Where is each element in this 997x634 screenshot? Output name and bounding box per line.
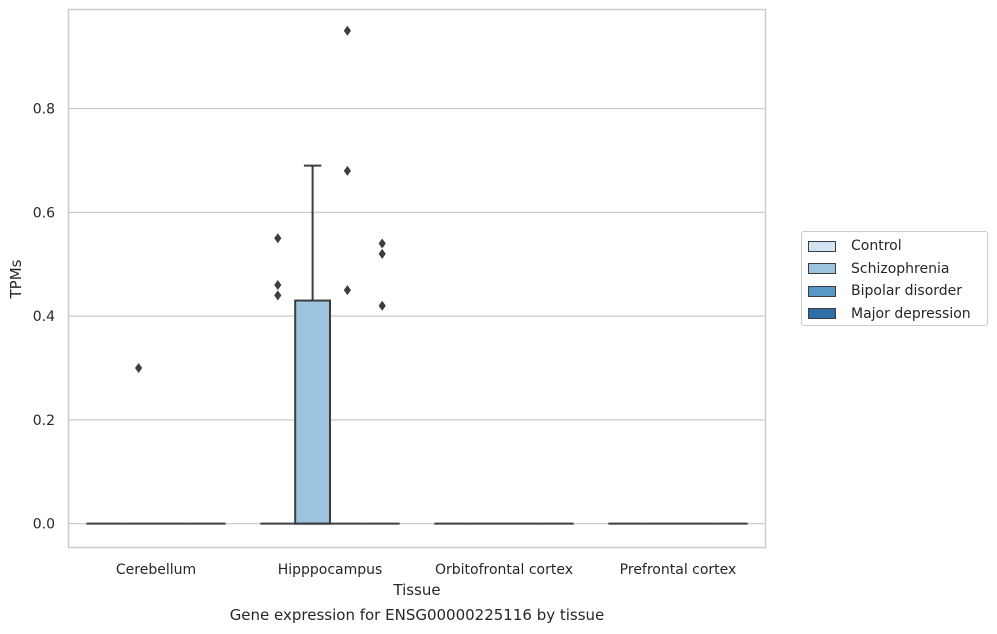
y-tick-label: 0.0: [33, 517, 55, 533]
legend-swatch: [808, 285, 836, 297]
legend-label: Major depression: [851, 305, 971, 322]
legend-item: Major depression: [808, 303, 987, 326]
legend-swatch: [808, 240, 836, 252]
box-group: [121, 363, 156, 525]
grid-lines: [69, 107, 765, 525]
y-axis-label: TPMs: [7, 259, 25, 299]
y-tick-label: 0.2: [33, 413, 55, 429]
outlier-point: [378, 238, 386, 249]
outlier-point: [135, 363, 143, 373]
x-axis-label: Tissue: [392, 581, 440, 599]
outlier-point: [274, 233, 282, 244]
chart-caption: Gene expression for ENSG00000225116 by t…: [229, 606, 605, 624]
outlier-point: [343, 285, 351, 296]
plot-frame: [67, 8, 767, 549]
y-tick-label: 0.8: [33, 102, 55, 118]
box-group: [330, 25, 365, 525]
x-tick-label: Cerebellum: [116, 562, 196, 578]
x-tick-label: Hipppocampus: [278, 562, 383, 578]
box-group: [260, 233, 296, 525]
legend-item: Control: [808, 235, 987, 258]
legend-item: Bipolar disorder: [808, 280, 987, 303]
outlier-point: [343, 25, 351, 36]
legend-swatch: [808, 308, 836, 320]
x-tick-label: Prefrontal cortex: [620, 562, 737, 578]
tick-labels: 0.0 0.2 0.4 0.6 0.8 Cerebellum Hipppocampus Orb…: [33, 102, 737, 578]
legend: Control Schizophrenia Bipolar disorder Majo…: [801, 231, 988, 326]
outlier-point: [378, 248, 386, 259]
legend-label: Bipolar disorder: [851, 283, 963, 300]
box-group: [364, 238, 400, 525]
outlier-point: [274, 290, 282, 301]
outlier-point: [274, 279, 282, 290]
outlier-point: [343, 165, 351, 176]
box-plot-marks: [86, 25, 748, 525]
x-tick-label: Orbitofrontal cortex: [435, 562, 573, 578]
outlier-point: [378, 300, 386, 311]
y-tick-label: 0.4: [33, 309, 55, 325]
legend-item: Schizophrenia: [808, 258, 987, 281]
box-group: [294, 164, 332, 525]
legend-label: Schizophrenia: [851, 260, 950, 277]
legend-swatch: [808, 263, 836, 275]
y-tick-label: 0.6: [33, 205, 55, 221]
box: [294, 299, 332, 525]
legend-label: Control: [851, 238, 902, 255]
